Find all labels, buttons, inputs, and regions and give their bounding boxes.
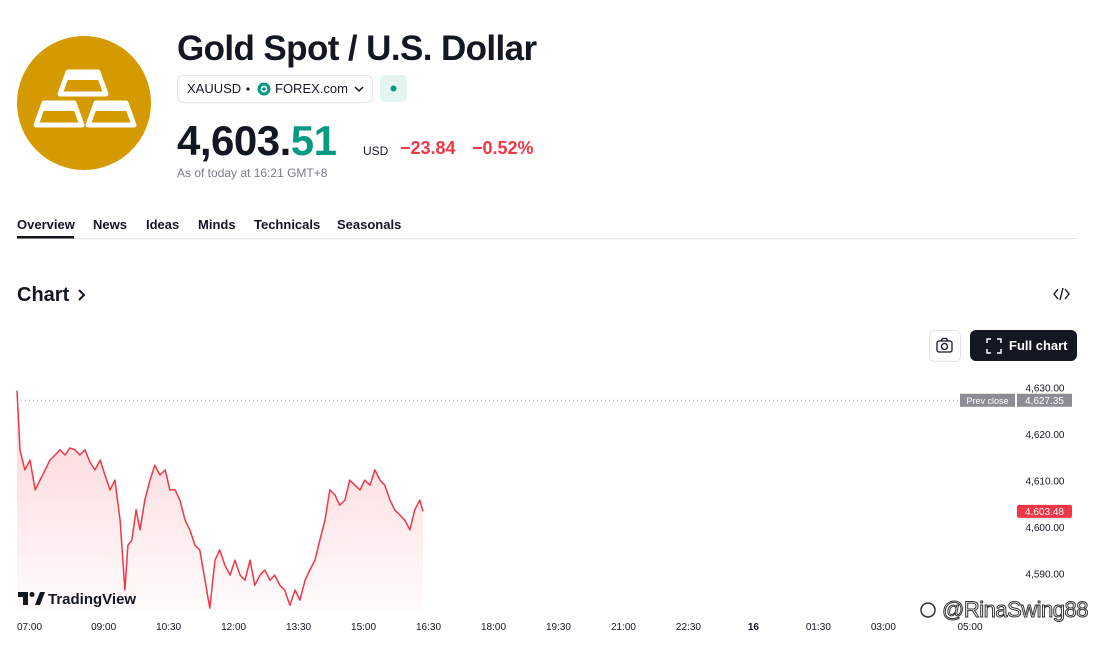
last-price-label: 4,603.48 (1025, 507, 1064, 518)
x-tick-label: 05:00 (957, 622, 982, 633)
x-tick-label: 09:00 (91, 622, 116, 633)
watermark-text: @RinaSwing88 (942, 597, 1088, 622)
timestamp: As of today at 16:21 GMT+8 (177, 166, 328, 180)
tab[interactable]: Minds (198, 217, 236, 232)
x-tick-label: 03:00 (871, 622, 896, 633)
symbol-code: XAUUSD (187, 81, 241, 96)
brand-logo: TradingView (18, 591, 136, 608)
x-tick-label: 16 (748, 622, 760, 633)
symbol-pill[interactable]: XAUUSD FOREX.com (177, 75, 373, 103)
exchange-name: FOREX.com (275, 81, 348, 96)
section-title[interactable]: Chart (17, 284, 70, 306)
tab-divider (17, 238, 1077, 239)
symbol-logo (17, 36, 151, 170)
snapshot-button[interactable] (929, 330, 961, 362)
active-tab-indicator (17, 236, 74, 239)
y-tick-label: 4,620.00 (1026, 430, 1065, 441)
prev-close-label: Prev close (966, 396, 1008, 406)
x-tick-label: 07:00 (17, 622, 42, 633)
x-tick-label: 15:00 (351, 622, 376, 633)
button-label: Full chart (1009, 338, 1068, 353)
price-decimals: 51 (291, 117, 337, 164)
price-main: 4,603. (177, 117, 291, 164)
chevron (78, 289, 86, 301)
price: 4,603.51 (177, 117, 337, 164)
market-status[interactable] (380, 75, 407, 102)
y-tick-label: 4,630.00 (1026, 383, 1065, 394)
x-tick-label: 18:00 (481, 622, 506, 633)
tab[interactable]: Ideas (146, 217, 179, 232)
price-change-percent: −0.52% (472, 138, 534, 158)
x-tick-label: 22:30 (676, 622, 701, 633)
full-chart-button[interactable]: Full chart (970, 330, 1077, 361)
embed-icon[interactable] (1053, 287, 1070, 301)
tab[interactable]: Technicals (254, 217, 320, 232)
symbol-title: Gold Spot / U.S. Dollar (177, 29, 538, 68)
prev-close-value-tag (1017, 393, 1072, 407)
prev-close-value: 4,627.35 (1025, 396, 1064, 407)
tab[interactable]: Overview (17, 217, 76, 232)
y-tick-label: 4,600.00 (1026, 523, 1065, 534)
x-tick-label: 13:30 (286, 622, 311, 633)
x-tick-label: 12:00 (221, 622, 246, 633)
y-tick-label: 4,590.00 (1026, 570, 1065, 581)
x-tick-label: 16:30 (416, 622, 441, 633)
y-tick-label: 4,610.00 (1026, 477, 1065, 488)
x-tick-label: 10:30 (156, 622, 181, 633)
currency: USD (363, 144, 389, 158)
x-tick-label: 19:30 (546, 622, 571, 633)
brand-name: TradingView (48, 591, 136, 608)
watermark: @RinaSwing88 (920, 597, 1089, 623)
price-chart: 4,590.00 4,600.00 4,610.00 4,620.00 4,630.00… (16, 383, 1072, 633)
tab[interactable]: News (93, 217, 127, 232)
x-tick-label: 01:30 (806, 622, 831, 633)
price-line (16, 390, 424, 609)
prev-close-tag (960, 393, 1015, 407)
price-change: −23.84 (400, 138, 456, 158)
x-tick-label: 21:00 (611, 622, 636, 633)
last-price-tag (1017, 504, 1072, 518)
area-fill (17, 390, 423, 610)
tab[interactable]: Seasonals (337, 217, 401, 232)
